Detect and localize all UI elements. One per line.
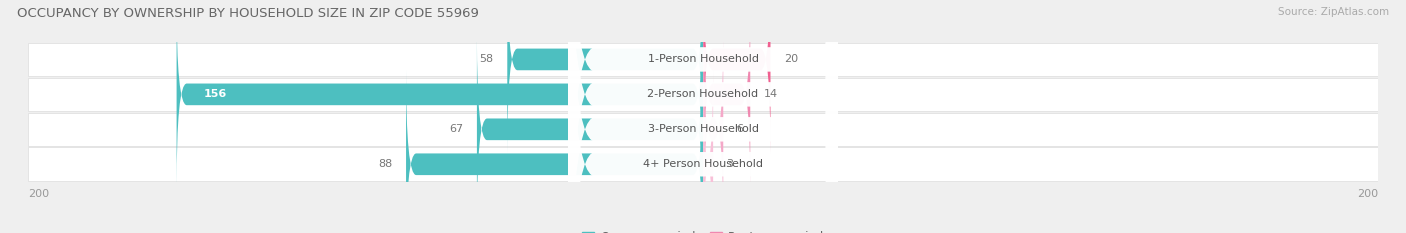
Text: 58: 58 bbox=[479, 55, 494, 64]
Legend: Owner-occupied, Renter-occupied: Owner-occupied, Renter-occupied bbox=[578, 226, 828, 233]
Text: 67: 67 bbox=[450, 124, 464, 134]
Text: Source: ZipAtlas.com: Source: ZipAtlas.com bbox=[1278, 7, 1389, 17]
FancyBboxPatch shape bbox=[703, 0, 770, 154]
Text: 2-Person Household: 2-Person Household bbox=[647, 89, 759, 99]
Text: 200: 200 bbox=[1357, 189, 1378, 199]
FancyBboxPatch shape bbox=[406, 70, 703, 233]
FancyBboxPatch shape bbox=[568, 0, 838, 233]
FancyBboxPatch shape bbox=[568, 0, 838, 233]
FancyBboxPatch shape bbox=[568, 0, 838, 233]
Text: OCCUPANCY BY OWNERSHIP BY HOUSEHOLD SIZE IN ZIP CODE 55969: OCCUPANCY BY OWNERSHIP BY HOUSEHOLD SIZE… bbox=[17, 7, 479, 20]
FancyBboxPatch shape bbox=[477, 35, 703, 223]
Text: 14: 14 bbox=[763, 89, 778, 99]
Text: 200: 200 bbox=[28, 189, 49, 199]
FancyBboxPatch shape bbox=[28, 43, 1378, 76]
Text: 1-Person Household: 1-Person Household bbox=[648, 55, 758, 64]
FancyBboxPatch shape bbox=[28, 113, 1378, 146]
FancyBboxPatch shape bbox=[28, 147, 1378, 181]
Text: 3: 3 bbox=[727, 159, 734, 169]
FancyBboxPatch shape bbox=[177, 0, 703, 188]
FancyBboxPatch shape bbox=[703, 35, 723, 223]
FancyBboxPatch shape bbox=[703, 0, 751, 188]
Text: 88: 88 bbox=[378, 159, 392, 169]
Text: 4+ Person Household: 4+ Person Household bbox=[643, 159, 763, 169]
Text: 6: 6 bbox=[737, 124, 744, 134]
FancyBboxPatch shape bbox=[568, 0, 838, 233]
Text: 3-Person Household: 3-Person Household bbox=[648, 124, 758, 134]
FancyBboxPatch shape bbox=[28, 78, 1378, 111]
FancyBboxPatch shape bbox=[508, 0, 703, 154]
FancyBboxPatch shape bbox=[703, 70, 713, 233]
Text: 20: 20 bbox=[785, 55, 799, 64]
Text: 156: 156 bbox=[204, 89, 226, 99]
